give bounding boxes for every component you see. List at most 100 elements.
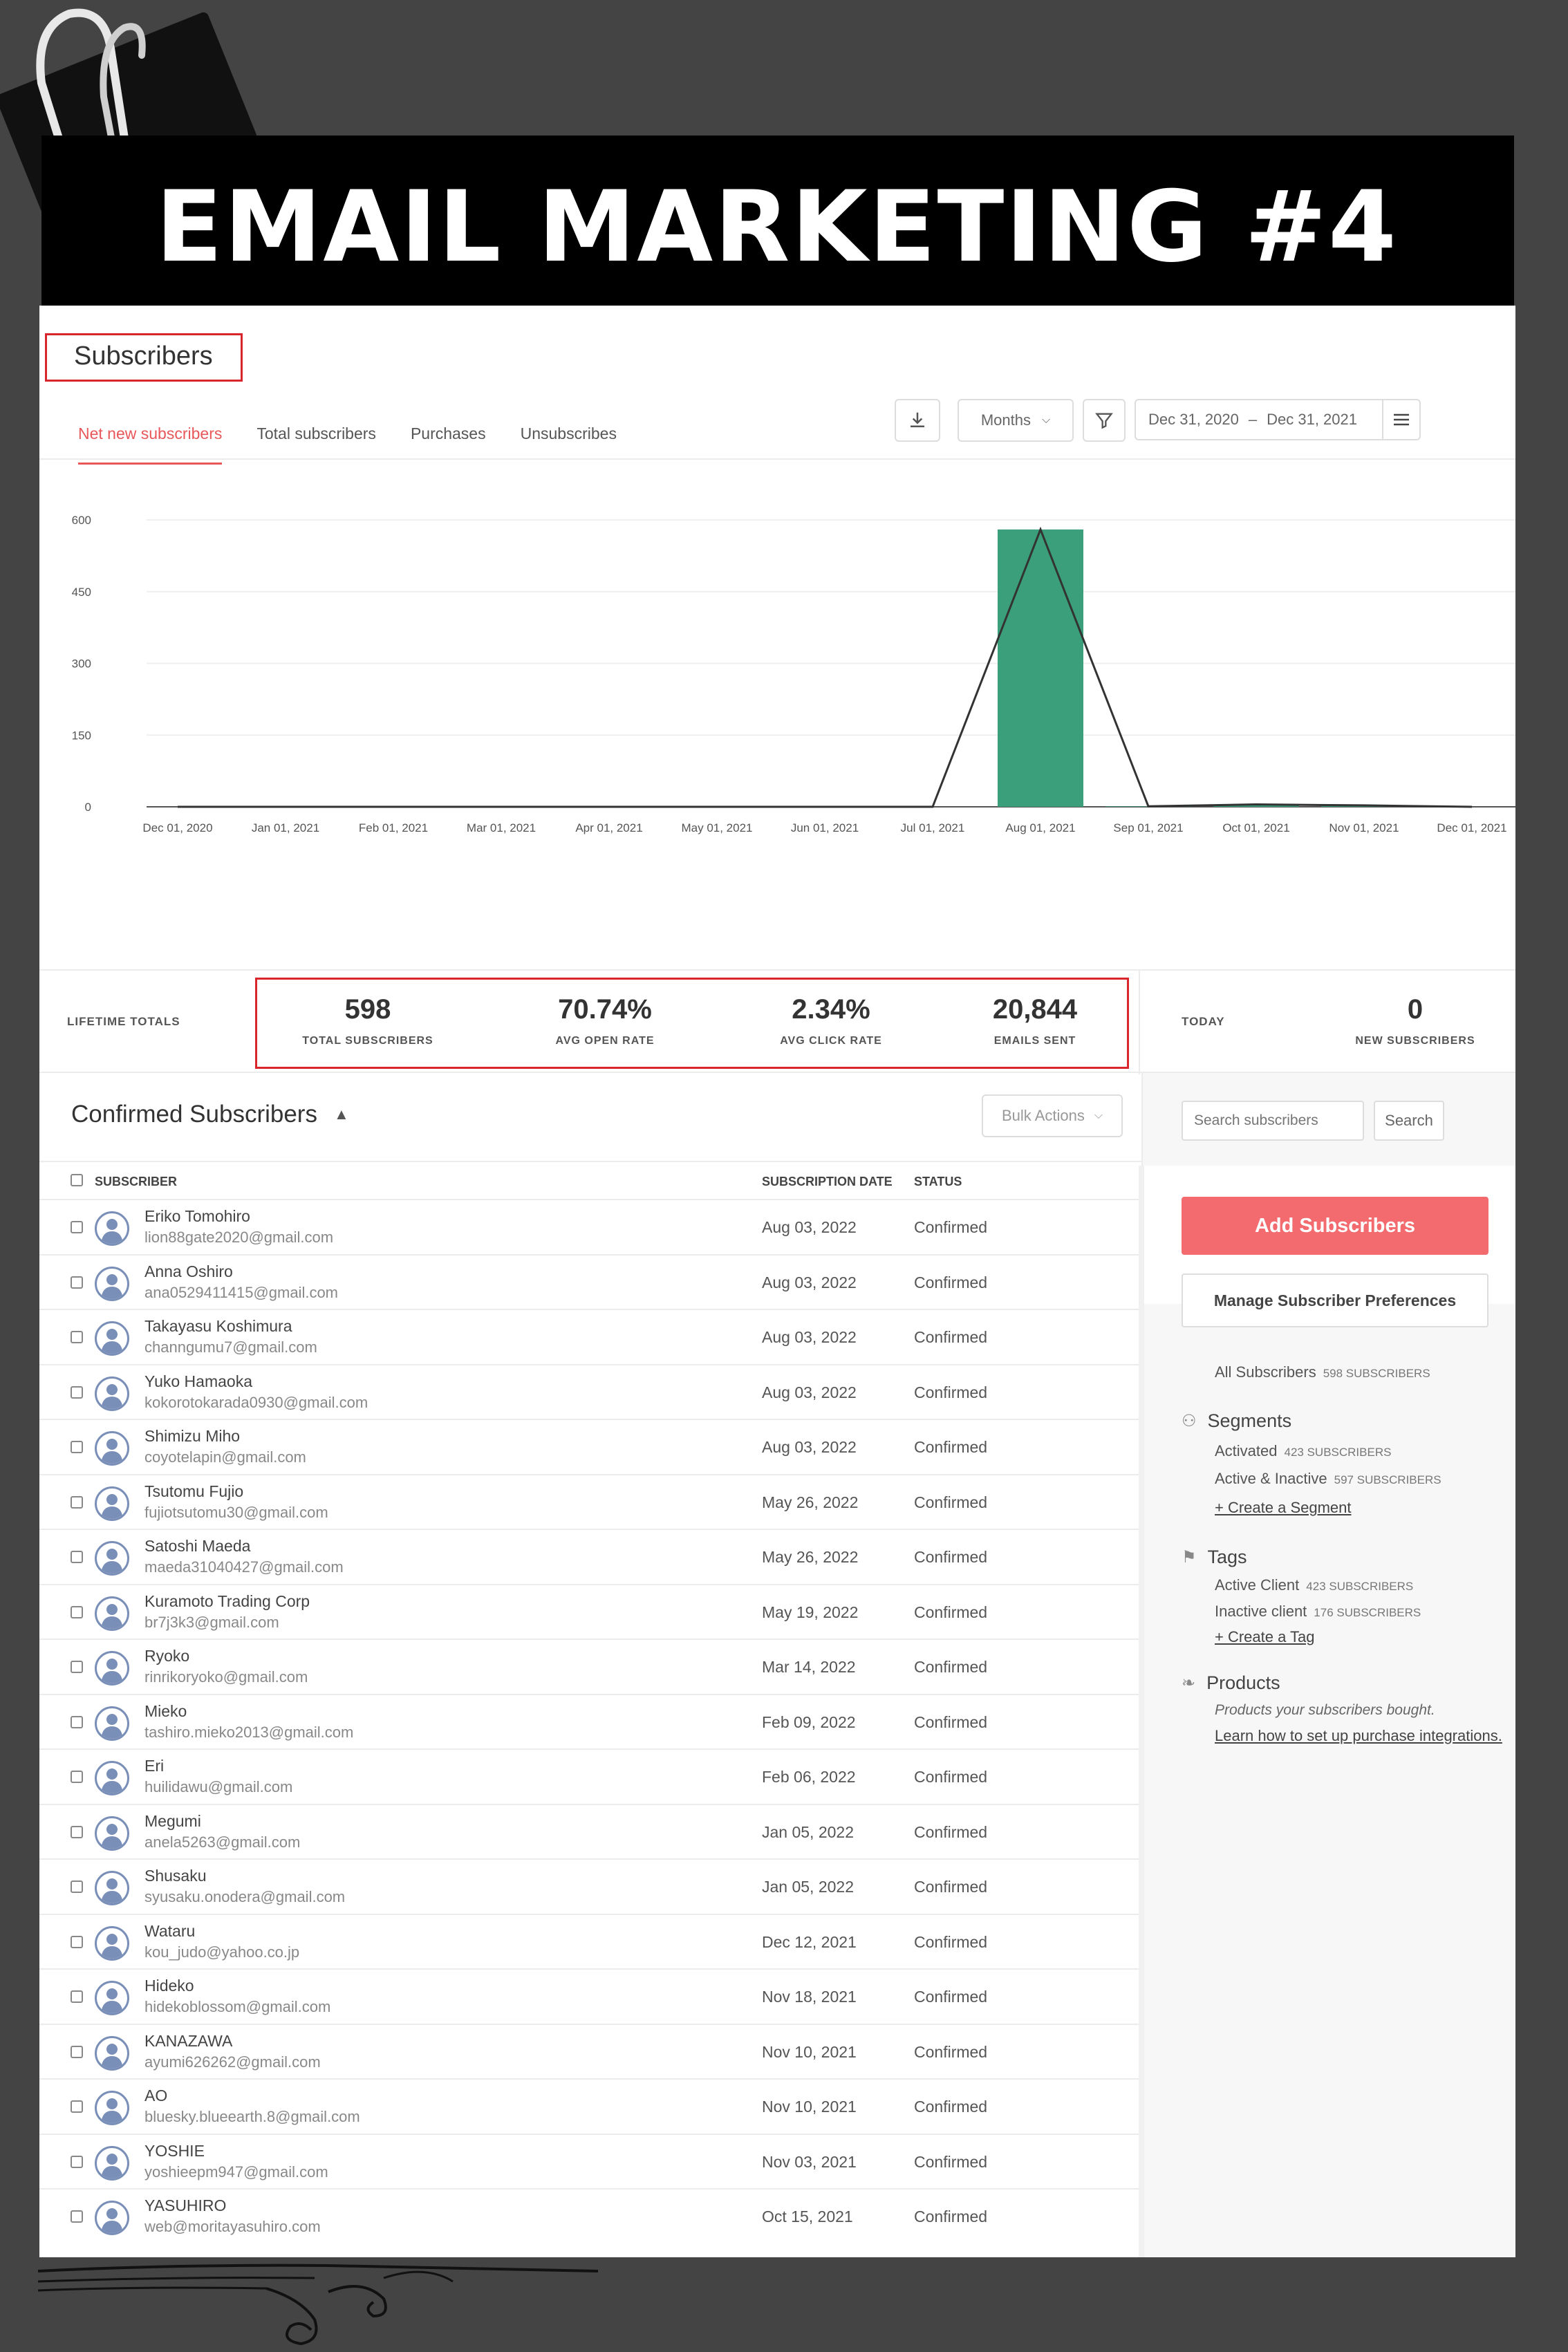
table-row[interactable]: Megumi anela5263@gmail.com Jan 05, 2022 Con…: [39, 1803, 1139, 1859]
segment-active-inactive[interactable]: Active & Inactive 597 SUBSCRIBERS: [1215, 1470, 1441, 1488]
table-row[interactable]: Yuko Hamaoka kokorotokarada0930@gmail.com…: [39, 1363, 1139, 1419]
subscriber-name[interactable]: Megumi: [144, 1811, 201, 1830]
subscriber-name[interactable]: YOSHIE: [144, 2141, 205, 2160]
subscriber-name[interactable]: Wataru: [144, 1921, 196, 1940]
subscriber-name[interactable]: AO: [144, 2087, 168, 2104]
subscription-date: Nov 10, 2021: [762, 2042, 857, 2061]
subscriber-name[interactable]: YASUHIRO: [144, 2196, 227, 2214]
subscriber-name[interactable]: Eri: [144, 1757, 165, 1775]
subscriber-name[interactable]: Kuramoto Trading Corp: [144, 1592, 310, 1610]
table-row[interactable]: Ryoko rinrikoryoko@gmail.com Mar 14, 2022 C…: [39, 1639, 1139, 1694]
create-segment-link[interactable]: + Create a Segment: [1215, 1499, 1352, 1516]
table-row[interactable]: Shusaku syusaku.onodera@gmail.com Jan 05, …: [39, 1858, 1139, 1914]
row-checkbox[interactable]: [71, 1385, 83, 1399]
all-subscribers-link[interactable]: All Subscribers 598 SUBSCRIBERS: [1215, 1363, 1430, 1381]
table-row[interactable]: Mieko tashiro.mieko2013@gmail.com Feb 09, …: [39, 1693, 1139, 1749]
subscriber-name[interactable]: Shimizu Miho: [144, 1427, 241, 1445]
sort-icon[interactable]: ▲︎: [333, 1105, 349, 1123]
tab-purchases[interactable]: Purchases: [410, 424, 486, 442]
select-all-checkbox[interactable]: [71, 1174, 83, 1186]
subscriber-email: hidekoblossom@gmail.com: [144, 1998, 331, 2015]
create-tag-link[interactable]: + Create a Tag: [1215, 1628, 1315, 1645]
table-row[interactable]: Takayasu Koshimura channgumu7@gmail.com Au…: [39, 1309, 1139, 1364]
row-checkbox[interactable]: [71, 1551, 83, 1563]
row-checkbox[interactable]: [71, 1276, 83, 1289]
table-row[interactable]: Hideko hidekoblossom@gmail.com Nov 18, 202…: [39, 1968, 1139, 2024]
manage-preferences-button[interactable]: Manage Subscriber Preferences: [1182, 1273, 1488, 1327]
subscriber-name[interactable]: Takayasu Koshimura: [144, 1317, 292, 1335]
avatar: [95, 2091, 129, 2125]
subscriber-name[interactable]: Ryoko: [144, 1647, 190, 1665]
tab-total-subscribers[interactable]: Total subscribers: [256, 424, 376, 442]
row-checkbox[interactable]: [71, 1825, 83, 1838]
x-tick-label: Nov 01, 2021: [1329, 821, 1399, 834]
row-checkbox[interactable]: [71, 1441, 83, 1453]
row-checkbox[interactable]: [71, 1221, 83, 1233]
tab-net-new-subscribers[interactable]: Net new subscribers: [78, 416, 223, 465]
bulk-actions-button[interactable]: Bulk Actions ⌵: [982, 1094, 1123, 1137]
chart-menu-button[interactable]: [1382, 399, 1421, 440]
row-checkbox[interactable]: [71, 2045, 83, 2058]
title-banner: EMAIL MARKETING #4: [41, 136, 1514, 306]
list-title[interactable]: Confirmed Subscribers ▲︎: [71, 1101, 349, 1128]
row-checkbox[interactable]: [71, 1331, 83, 1343]
subscriber-name[interactable]: Eriko Tomohiro: [144, 1207, 250, 1225]
table-row[interactable]: Kuramoto Trading Corp br7j3k3@gmail.com Ma…: [39, 1583, 1139, 1639]
subscriber-name[interactable]: Tsutomu Fujio: [144, 1482, 244, 1500]
segment-activated[interactable]: Activated 423 SUBSCRIBERS: [1215, 1442, 1391, 1460]
filter-button[interactable]: [1083, 399, 1126, 442]
chevron-down-icon: ⌵: [1042, 414, 1051, 426]
subscriber-email: syusaku.onodera@gmail.com: [144, 1888, 346, 1905]
stat-value: 0: [1407, 994, 1424, 1025]
purchase-integrations-link[interactable]: Learn how to set up purchase integration…: [1215, 1727, 1502, 1744]
bar: [1213, 804, 1299, 807]
row-checkbox[interactable]: [71, 1990, 83, 2003]
table-row[interactable]: AO bluesky.blueearth.8@gmail.com Nov 10, 2…: [39, 2078, 1139, 2134]
table-row[interactable]: Eri huilidawu@gmail.com Feb 06, 2022 Confir…: [39, 1748, 1139, 1804]
row-checkbox[interactable]: [71, 1605, 83, 1618]
download-button[interactable]: [895, 399, 940, 442]
table-row[interactable]: KANAZAWA ayumi626262@gmail.com Nov 10, 202…: [39, 2023, 1139, 2079]
period-select[interactable]: Months ⌵: [958, 399, 1074, 442]
tab-unsubscribes[interactable]: Unsubscribes: [520, 424, 617, 442]
row-checkbox[interactable]: [71, 2100, 83, 2113]
table-row[interactable]: YOSHIE yoshieepm947@gmail.com Nov 03, 2021…: [39, 2133, 1139, 2189]
avatar: [95, 1871, 129, 1905]
list-header-divider: [39, 1161, 1141, 1162]
tag-active-client[interactable]: Active Client 423 SUBSCRIBERS: [1215, 1576, 1413, 1594]
subscriber-name[interactable]: Mieko: [144, 1701, 187, 1720]
subscriber-name[interactable]: KANAZAWA: [144, 2031, 233, 2050]
subscriber-name[interactable]: Anna Oshiro: [144, 1262, 233, 1280]
row-checkbox[interactable]: [71, 1771, 83, 1783]
search-button[interactable]: Search: [1374, 1101, 1444, 1141]
subscriber-name[interactable]: Shusaku: [144, 1867, 207, 1885]
table-row[interactable]: Anna Oshiro ana0529411415@gmail.com Aug 03…: [39, 1253, 1139, 1309]
bulk-actions-label: Bulk Actions: [1002, 1107, 1085, 1124]
row-checkbox[interactable]: [71, 1661, 83, 1673]
date-range-input[interactable]: Dec 31, 2020 – Dec 31, 2021: [1135, 399, 1383, 440]
x-tick-label: Jan 01, 2021: [252, 821, 319, 834]
row-checkbox[interactable]: [71, 1880, 83, 1893]
subscriber-status: Confirmed: [914, 2152, 988, 2171]
subscriber-name[interactable]: Yuko Hamaoka: [144, 1372, 252, 1390]
list-scrollbar[interactable]: [1139, 1166, 1144, 2257]
subscriber-name[interactable]: Hideko: [144, 1977, 194, 1995]
row-checkbox[interactable]: [71, 1495, 83, 1509]
user-silhouette-icon: [101, 2098, 123, 2123]
search-subscribers-input[interactable]: [1182, 1101, 1364, 1141]
add-subscribers-button[interactable]: Add Subscribers: [1182, 1197, 1488, 1255]
row-checkbox[interactable]: [71, 1935, 83, 1948]
subscriber-name[interactable]: Satoshi Maeda: [144, 1537, 251, 1555]
table-row[interactable]: Tsutomu Fujio fujiotsutomu30@gmail.com May…: [39, 1473, 1139, 1529]
row-checkbox[interactable]: [71, 1715, 83, 1728]
table-row[interactable]: Wataru kou_judo@yahoo.co.jp Dec 12, 2021 Co…: [39, 1913, 1139, 1969]
column-subscription-date: SUBSCRIPTION DATE: [762, 1175, 893, 1188]
column-status: STATUS: [914, 1175, 962, 1188]
table-row[interactable]: Shimizu Miho coyotelapin@gmail.com Aug 03,…: [39, 1419, 1139, 1474]
row-checkbox[interactable]: [71, 2210, 83, 2223]
row-checkbox[interactable]: [71, 2155, 83, 2168]
table-row[interactable]: YASUHIRO web@moritayasuhiro.com Oct 15, 20…: [39, 2188, 1139, 2243]
tag-inactive-client[interactable]: Inactive client 176 SUBSCRIBERS: [1215, 1603, 1421, 1621]
table-row[interactable]: Satoshi Maeda maeda31040427@gmail.com May …: [39, 1529, 1139, 1584]
table-row[interactable]: Eriko Tomohiro lion88gate2020@gmail.com Au…: [39, 1199, 1139, 1254]
